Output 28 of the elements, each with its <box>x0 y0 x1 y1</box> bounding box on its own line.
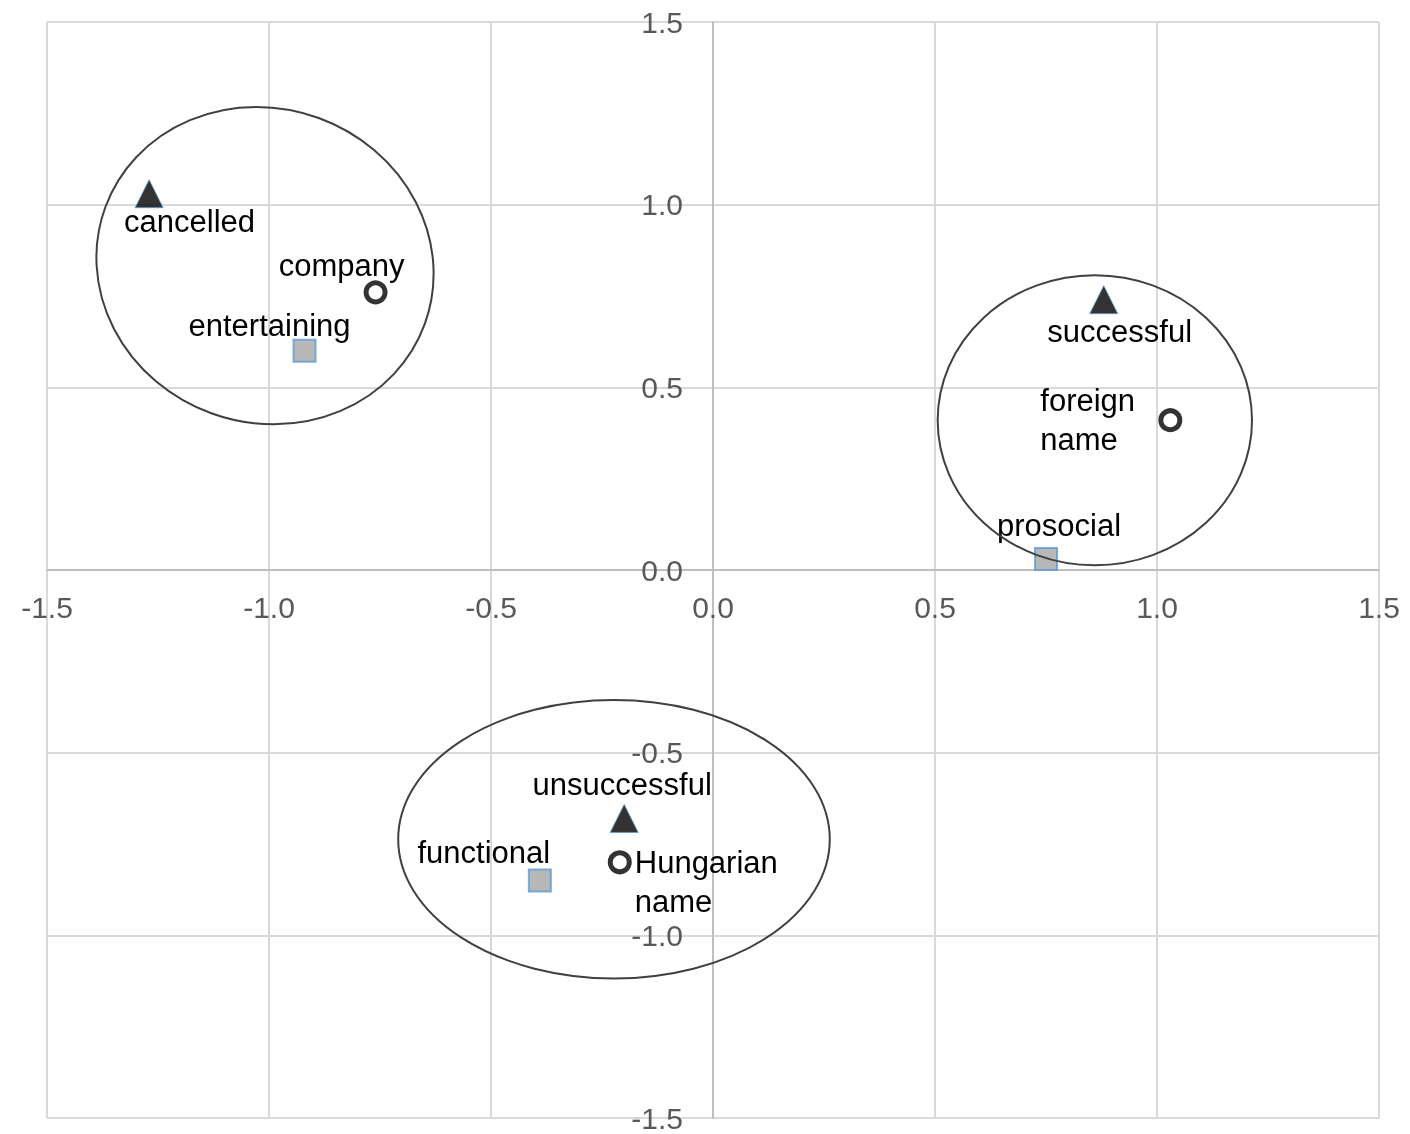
annotation: Hungarian name <box>634 845 778 920</box>
annotation: successful <box>1047 314 1193 350</box>
annotation: entertaining <box>188 308 351 344</box>
y-tick-label: 0.5 <box>641 370 683 404</box>
point <box>609 803 639 833</box>
annotation: prosocial <box>996 507 1122 543</box>
annotation: functional <box>417 835 551 871</box>
y-tick-label: 0.0 <box>641 553 683 587</box>
y-tick-label: 1.0 <box>641 188 683 222</box>
annotation: foreign name <box>1040 383 1136 458</box>
x-tick-label: 1.5 <box>1358 590 1400 624</box>
point <box>607 850 632 875</box>
x-tick-label: 0.5 <box>914 590 956 624</box>
x-tick-label: 1.0 <box>1136 590 1178 624</box>
y-tick-label: -1.0 <box>631 918 683 952</box>
y-tick-label: 1.5 <box>641 5 683 39</box>
x-tick-label: -0.5 <box>465 590 517 624</box>
point <box>1034 547 1058 572</box>
annotation: company <box>278 247 405 283</box>
point <box>134 179 164 209</box>
x-tick-label: 0.0 <box>692 590 734 624</box>
point <box>1158 408 1183 433</box>
x-tick-label: -1.0 <box>243 590 295 624</box>
annotation: cancelled <box>124 204 256 240</box>
x-tick-label: -1.5 <box>21 590 73 624</box>
point <box>1089 285 1119 315</box>
y-tick-label: -1.5 <box>631 1101 683 1134</box>
point <box>527 868 552 893</box>
